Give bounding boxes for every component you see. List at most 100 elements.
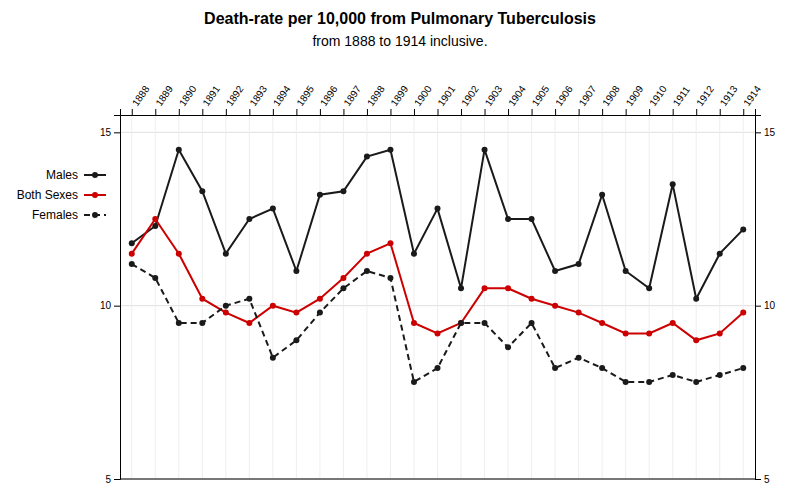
grid-line bbox=[120, 479, 755, 480]
tick: 1907 bbox=[577, 83, 599, 115]
legend: MalesBoth SexesFemales bbox=[17, 168, 106, 222]
tick-mark bbox=[343, 109, 344, 115]
tick: 1906 bbox=[553, 83, 575, 115]
tick-mark bbox=[438, 109, 439, 115]
tick: 1893 bbox=[247, 83, 269, 115]
point bbox=[458, 285, 464, 291]
tick-label: 1889 bbox=[153, 83, 175, 108]
point bbox=[270, 303, 276, 309]
tick: 1889 bbox=[153, 83, 175, 115]
tick-mark bbox=[414, 109, 415, 115]
point bbox=[435, 206, 441, 212]
point bbox=[693, 296, 699, 302]
tick-label: 15 bbox=[764, 127, 776, 138]
grid-line bbox=[602, 115, 603, 479]
tick-label: 1906 bbox=[553, 83, 575, 108]
point bbox=[623, 268, 629, 274]
tick: 5 bbox=[105, 474, 120, 485]
axis-line bbox=[114, 116, 121, 480]
tick-mark bbox=[273, 109, 274, 115]
grid bbox=[120, 115, 755, 479]
tick-label: 1908 bbox=[600, 83, 622, 108]
point bbox=[270, 206, 276, 212]
marks bbox=[129, 147, 746, 385]
legend-item: Females bbox=[32, 208, 106, 222]
tick-mark bbox=[755, 306, 761, 307]
tick-mark bbox=[743, 109, 744, 115]
tick-mark bbox=[508, 109, 509, 115]
tick: 15 bbox=[100, 127, 120, 138]
point bbox=[293, 310, 299, 316]
tick-label: 1912 bbox=[694, 83, 716, 108]
point bbox=[293, 268, 299, 274]
tick-mark bbox=[755, 132, 761, 133]
tick-label: 10 bbox=[100, 300, 112, 311]
tick-label: 1899 bbox=[388, 83, 410, 108]
tick-mark bbox=[673, 109, 674, 115]
tick-label: 1892 bbox=[224, 83, 246, 108]
grid-line bbox=[437, 115, 438, 479]
grid-line bbox=[178, 115, 179, 479]
point bbox=[505, 285, 511, 291]
tick-mark bbox=[114, 479, 120, 480]
point bbox=[364, 251, 370, 257]
point bbox=[552, 268, 558, 274]
point bbox=[693, 337, 699, 343]
tick: 1895 bbox=[294, 83, 316, 115]
point bbox=[340, 275, 346, 281]
tick: 1908 bbox=[600, 83, 622, 115]
point bbox=[129, 251, 135, 257]
point bbox=[387, 275, 393, 281]
point bbox=[223, 251, 229, 257]
point bbox=[176, 147, 182, 153]
tick-label: 1888 bbox=[130, 83, 152, 108]
point bbox=[411, 320, 417, 326]
subtitle: from 1888 to 1914 inclusive. bbox=[312, 33, 487, 49]
legend-label: Females bbox=[32, 208, 78, 222]
point bbox=[411, 251, 417, 257]
title: Death-rate per 10,000 from Pulmonary Tub… bbox=[204, 10, 596, 27]
point bbox=[599, 365, 605, 371]
point bbox=[293, 337, 299, 343]
frame bbox=[120, 479, 755, 480]
tick: 1912 bbox=[694, 83, 716, 115]
grid-line bbox=[366, 115, 367, 479]
tick: 1903 bbox=[483, 83, 505, 115]
plot: 1888188918901891189218931894189518961897… bbox=[100, 83, 776, 484]
grid-line bbox=[343, 115, 344, 479]
grid-line bbox=[155, 115, 156, 479]
tick-label: 1901 bbox=[435, 83, 457, 108]
tick: 1911 bbox=[671, 84, 693, 115]
point bbox=[740, 365, 746, 371]
point bbox=[740, 226, 746, 232]
tick: 1888 bbox=[130, 83, 152, 115]
tick-mark bbox=[579, 109, 580, 115]
tick-label: 10 bbox=[764, 300, 776, 311]
grid-line bbox=[672, 115, 673, 479]
tick-mark bbox=[367, 109, 368, 115]
tick: 1892 bbox=[224, 83, 246, 115]
legend-marker bbox=[92, 192, 98, 198]
legend-label: Males bbox=[46, 168, 78, 182]
tick-mark bbox=[155, 109, 156, 115]
tick-mark bbox=[226, 109, 227, 115]
point bbox=[670, 372, 676, 378]
point bbox=[646, 379, 652, 385]
grid-line bbox=[296, 115, 297, 479]
tick-mark bbox=[114, 132, 120, 133]
grid-line bbox=[743, 115, 744, 479]
tick-mark bbox=[132, 109, 133, 115]
tick: 1900 bbox=[412, 83, 434, 115]
axis-line bbox=[756, 116, 762, 480]
point bbox=[740, 310, 746, 316]
point bbox=[717, 330, 723, 336]
tick-mark bbox=[249, 109, 250, 115]
grid-line bbox=[719, 115, 720, 479]
point bbox=[176, 251, 182, 257]
tick-mark bbox=[179, 109, 180, 115]
point bbox=[152, 216, 158, 222]
point bbox=[364, 268, 370, 274]
tick-mark bbox=[696, 109, 697, 115]
point bbox=[599, 192, 605, 198]
y2-axis: 51015 bbox=[755, 116, 776, 485]
